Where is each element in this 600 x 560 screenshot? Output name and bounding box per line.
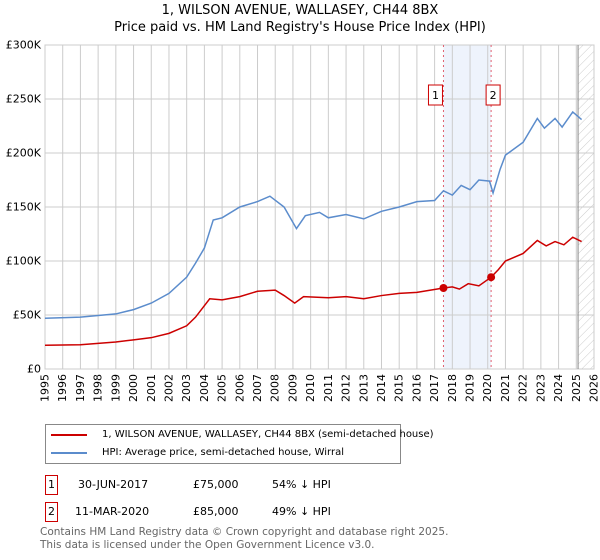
- x-tick-label: 2021: [499, 374, 512, 402]
- x-tick-label: 2019: [464, 374, 477, 402]
- transaction-price: £85,000: [193, 505, 239, 518]
- chart-subtitle: Price paid vs. HM Land Registry's House …: [114, 20, 486, 35]
- x-tick-label: 2008: [269, 374, 282, 402]
- transaction-date: 30-JUN-2017: [78, 478, 149, 491]
- transaction-badge: 2: [45, 502, 58, 522]
- x-tick-label: 2020: [481, 374, 494, 402]
- plot-frame: [44, 44, 595, 370]
- x-tick-label: 2010: [304, 374, 317, 402]
- legend-label: HPI: Average price, semi-detached house,…: [102, 447, 345, 458]
- x-tick-label: 2025: [570, 374, 583, 402]
- x-tick-label: 2017: [428, 374, 441, 402]
- legend-item-property: 1, WILSON AVENUE, WALLASEY, CH44 8BX (se…: [46, 427, 434, 443]
- y-tick-label: £100K: [6, 255, 42, 268]
- sale-label-box: [485, 84, 501, 106]
- transaction-hpi: 54% ↓ HPI: [272, 478, 331, 491]
- transaction-row: 1 30-JUN-2017 £75,000 54% ↓ HPI: [45, 475, 445, 495]
- x-tick-label: 1997: [74, 374, 87, 402]
- sale-point: [439, 284, 448, 292]
- y-tick-label: £250K: [6, 93, 42, 106]
- footer-line: This data is licensed under the Open Gov…: [40, 539, 375, 551]
- sale-point: [487, 273, 496, 282]
- x-tick-label: 2015: [393, 374, 406, 402]
- x-tick-label: 2007: [251, 374, 264, 402]
- footer: Contains HM Land Registry data © Crown c…: [40, 526, 448, 552]
- x-tick-label: 1999: [109, 374, 122, 402]
- legend: 1, WILSON AVENUE, WALLASEY, CH44 8BX (se…: [45, 424, 434, 464]
- x-tick-label: 2009: [286, 374, 299, 402]
- x-tick-label: 2012: [340, 374, 353, 402]
- x-tick-label: 2014: [375, 374, 388, 402]
- y-tick-label: £0: [27, 363, 41, 376]
- x-tick-label: 1998: [92, 374, 105, 402]
- hpi-line: [44, 110, 583, 319]
- x-tick-label: 2024: [552, 374, 565, 402]
- property-price-line: [44, 236, 582, 346]
- x-tick-label: 2004: [198, 374, 211, 402]
- chart-title: 1, WILSON AVENUE, WALLASEY, CH44 8BX: [161, 3, 439, 18]
- x-tick-label: 1996: [56, 374, 69, 402]
- transaction-date: 11-MAR-2020: [75, 505, 150, 518]
- x-tick-label: 2016: [410, 374, 423, 402]
- price-chart: 1995 1996 1997 1998 1999 2000 2001 2002 2003 2004…: [6, 39, 600, 403]
- x-tick-label: 2018: [446, 374, 459, 402]
- transaction-price: £75,000: [193, 478, 239, 491]
- x-tick-label: 2023: [534, 374, 547, 402]
- legend-label: 1, WILSON AVENUE, WALLASEY, CH44 8BX (se…: [102, 429, 434, 440]
- x-tick-label: 2026: [588, 374, 600, 402]
- x-tick-label: 2002: [162, 374, 175, 402]
- y-tick-label: £300K: [6, 39, 42, 52]
- x-tick-label: 2005: [216, 374, 229, 402]
- x-tick-label: 2011: [322, 374, 335, 402]
- x-tick-label: 2006: [233, 374, 246, 402]
- sale-label: 2: [490, 89, 497, 102]
- x-tick-label: 2003: [180, 374, 193, 402]
- footer-line: Contains HM Land Registry data © Crown c…: [40, 526, 449, 538]
- x-tick-label: 1995: [39, 374, 52, 402]
- x-tick-label: 2000: [127, 374, 140, 402]
- transaction-hpi: 49% ↓ HPI: [272, 505, 331, 518]
- x-tick-label: 2022: [517, 374, 530, 402]
- legend-item-hpi: HPI: Average price, semi-detached house,…: [46, 445, 344, 461]
- transaction-row: 2 11-MAR-2020 £85,000 49% ↓ HPI: [45, 502, 445, 522]
- y-tick-label: £50K: [13, 309, 42, 322]
- transaction-badge: 1: [45, 475, 58, 495]
- x-tick-label: 2013: [357, 374, 370, 402]
- x-tick-label: 2001: [145, 374, 158, 402]
- y-tick-label: £150K: [6, 201, 42, 214]
- y-tick-label: £200K: [6, 147, 42, 160]
- sale-label-box: [427, 84, 443, 106]
- sale-label: 1: [432, 89, 439, 102]
